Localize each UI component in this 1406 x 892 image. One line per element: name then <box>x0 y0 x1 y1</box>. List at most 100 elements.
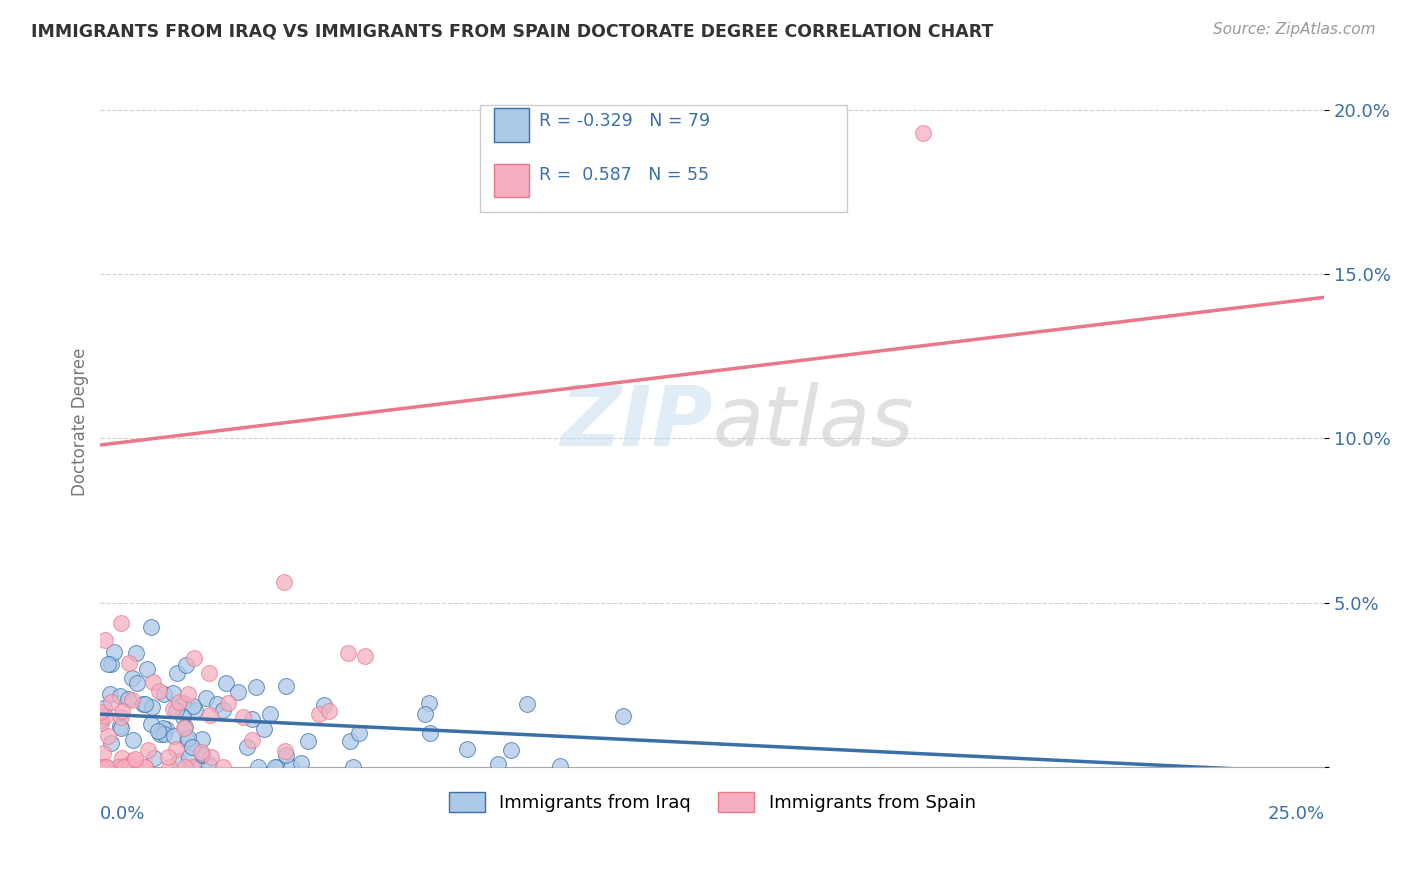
Point <box>169 754 191 768</box>
Point <box>94 708 117 723</box>
Point <box>266 759 288 773</box>
Point <box>215 676 238 690</box>
Point <box>217 696 239 710</box>
Point <box>176 687 198 701</box>
Point <box>100 695 122 709</box>
Point <box>121 693 143 707</box>
Point <box>280 759 302 773</box>
Point <box>337 646 360 660</box>
Point <box>501 743 523 757</box>
Point <box>183 650 205 665</box>
Point <box>107 759 129 773</box>
Point <box>117 656 139 670</box>
Point <box>103 645 125 659</box>
Point <box>308 707 330 722</box>
Point <box>138 742 160 756</box>
Point <box>94 759 117 773</box>
Point <box>240 712 263 726</box>
Point <box>198 707 221 722</box>
Point <box>172 696 194 710</box>
Point <box>111 704 134 718</box>
Legend: Immigrants from Iraq, Immigrants from Spain: Immigrants from Iraq, Immigrants from Sp… <box>441 784 983 820</box>
Point <box>172 710 194 724</box>
Point <box>339 734 361 748</box>
Point <box>205 697 228 711</box>
Point <box>132 698 155 712</box>
Point <box>236 739 259 754</box>
Point <box>312 698 335 712</box>
Point <box>90 759 112 773</box>
Point <box>273 744 295 758</box>
Point <box>274 747 297 762</box>
Point <box>91 759 114 773</box>
Point <box>245 680 267 694</box>
Point <box>347 725 370 739</box>
Point <box>127 676 149 690</box>
Point <box>419 726 441 740</box>
Point <box>226 685 249 699</box>
Point <box>152 727 174 741</box>
Point <box>240 732 263 747</box>
Point <box>94 759 117 773</box>
Text: 25.0%: 25.0% <box>1267 805 1324 823</box>
Point <box>122 754 145 768</box>
Point <box>165 703 187 717</box>
Point <box>136 662 159 676</box>
Point <box>91 746 114 760</box>
Point <box>516 697 538 711</box>
Point <box>139 620 162 634</box>
Point <box>141 700 163 714</box>
Point <box>195 691 218 706</box>
Point <box>263 759 285 773</box>
Text: R =  0.587   N = 55: R = 0.587 N = 55 <box>538 166 709 184</box>
Point <box>191 748 214 763</box>
Point <box>111 751 134 765</box>
Point <box>125 646 148 660</box>
Point <box>166 666 188 681</box>
Point <box>191 731 214 746</box>
Point <box>184 759 207 773</box>
Point <box>118 759 141 773</box>
Point <box>110 710 132 724</box>
Point <box>97 729 120 743</box>
Point <box>184 703 207 717</box>
Point <box>143 751 166 765</box>
Point <box>90 716 112 731</box>
Point <box>167 695 190 709</box>
Point <box>911 126 934 140</box>
Text: 0.0%: 0.0% <box>100 805 146 823</box>
Point <box>180 759 202 773</box>
Point <box>200 750 222 764</box>
Point <box>163 729 186 743</box>
Point <box>179 750 201 764</box>
Point <box>259 707 281 722</box>
Text: ZIP: ZIP <box>560 382 713 463</box>
Point <box>198 757 221 772</box>
Point <box>122 732 145 747</box>
Point <box>134 697 156 711</box>
Point <box>253 722 276 736</box>
Point <box>100 657 122 672</box>
Point <box>108 690 131 704</box>
Point <box>173 721 195 735</box>
Point <box>418 697 440 711</box>
Text: Source: ZipAtlas.com: Source: ZipAtlas.com <box>1212 22 1375 37</box>
Point <box>413 706 436 721</box>
Point <box>198 665 221 680</box>
FancyBboxPatch shape <box>495 163 529 196</box>
Point <box>212 703 235 717</box>
Point <box>112 759 135 773</box>
Point <box>162 702 184 716</box>
Text: IMMIGRANTS FROM IRAQ VS IMMIGRANTS FROM SPAIN DOCTORATE DEGREE CORRELATION CHART: IMMIGRANTS FROM IRAQ VS IMMIGRANTS FROM … <box>31 22 993 40</box>
Point <box>297 733 319 747</box>
Point <box>110 616 132 631</box>
Point <box>456 742 478 756</box>
Text: R = -0.329   N = 79: R = -0.329 N = 79 <box>538 112 710 130</box>
Point <box>149 727 172 741</box>
Point <box>115 758 138 772</box>
Point <box>134 759 156 773</box>
Point <box>486 757 509 772</box>
Point <box>117 692 139 706</box>
FancyBboxPatch shape <box>479 105 846 211</box>
Point <box>191 747 214 761</box>
